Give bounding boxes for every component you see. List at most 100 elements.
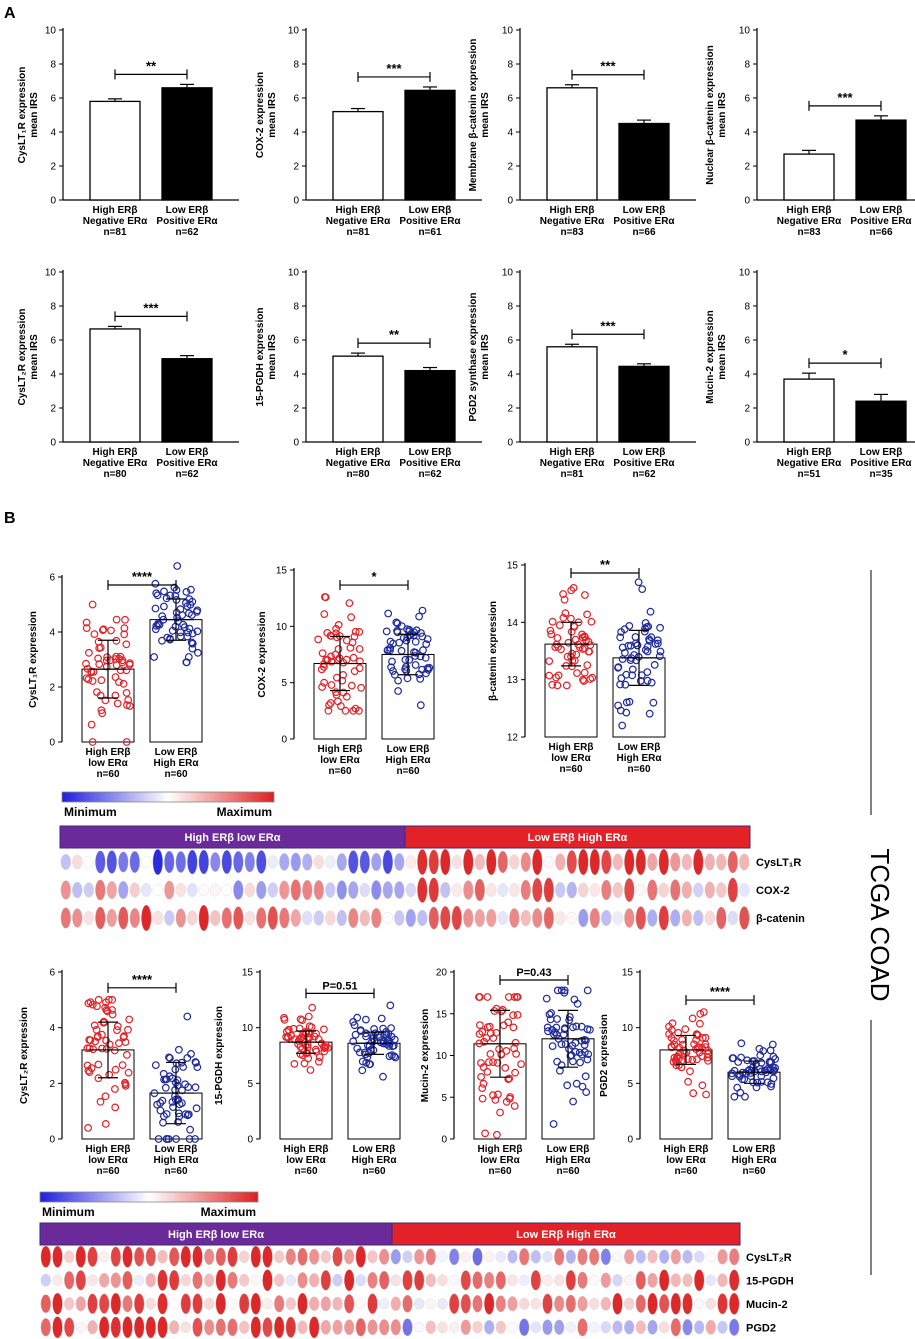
data-point — [583, 661, 592, 669]
data-point — [513, 1011, 522, 1019]
heatmap-cell — [367, 1293, 378, 1315]
y-tick-label: 8 — [507, 302, 513, 313]
y-axis-label: 15-PGDH expression — [214, 1006, 225, 1105]
y-tick-label: 15 — [242, 968, 254, 979]
data-point — [397, 646, 406, 655]
data-point — [411, 637, 420, 646]
chart-3: 0 2 4 6 8 10 Membrane β-catenin expressionmean… — [468, 26, 696, 238]
data-point — [90, 630, 99, 638]
data-point — [319, 660, 328, 669]
data-point — [101, 696, 110, 705]
bar-2 — [161, 358, 213, 443]
data-point — [645, 635, 653, 644]
category-label: High ERβ — [86, 1144, 131, 1155]
heatmap-cell — [554, 1247, 565, 1266]
heatmap-cell — [729, 1248, 740, 1266]
data-point — [504, 993, 513, 1001]
data-point — [353, 1013, 362, 1022]
heatmap-cell — [302, 879, 313, 901]
y-axis-label-line: mean IRS — [29, 92, 40, 138]
y-tick-label: 14 — [507, 618, 519, 629]
data-point — [560, 595, 569, 604]
heatmap-cell — [425, 1298, 436, 1310]
heatmap-cell — [233, 880, 244, 900]
heatmap-cell — [262, 1245, 273, 1268]
data-point — [681, 1025, 690, 1034]
category-label: High ERβ — [787, 205, 832, 216]
data-point — [84, 648, 93, 657]
y-tick-label: 2 — [507, 404, 513, 415]
y-axis-label: COX-2 expressionmean IRS — [255, 72, 278, 158]
data-point — [696, 1019, 704, 1028]
heatmap-cell — [382, 881, 393, 900]
y-axis-label-line: mean IRS — [717, 92, 728, 138]
data-point — [581, 591, 589, 599]
heatmap-cell — [417, 909, 428, 927]
heatmap-cell — [262, 1317, 273, 1338]
heatmap-cell — [600, 1272, 611, 1289]
data-point — [571, 635, 580, 644]
data-point — [122, 738, 131, 746]
y-tick-label: 6 — [744, 94, 750, 105]
heatmap-cell — [180, 1274, 192, 1287]
data-point — [191, 1083, 200, 1092]
y-axis-label: Mucin-2 expressionmean IRS — [705, 310, 728, 403]
heatmap-cell — [670, 1248, 681, 1265]
data-point — [314, 635, 323, 644]
y-tick-label: 10 — [622, 1023, 634, 1034]
data-point — [284, 1033, 292, 1042]
heatmap-cell — [63, 1317, 75, 1338]
heatmap-row-label: PGD2 — [746, 1322, 776, 1334]
category-label: low ERα — [666, 1155, 706, 1166]
data-point — [85, 1044, 94, 1053]
heatmap-cell — [542, 1319, 553, 1336]
y-axis-label-line: CysLT₁R expression — [17, 67, 28, 164]
category-label: n=66 — [869, 227, 893, 238]
heatmap-cell — [325, 910, 336, 926]
heatmap-cell — [221, 883, 233, 897]
heatmap-cell — [414, 1269, 425, 1291]
data-point — [85, 1035, 94, 1044]
heatmap-cell — [98, 1316, 110, 1339]
data-point — [280, 1013, 288, 1022]
heatmap-cell — [519, 1274, 530, 1286]
y-axis-label-line: CysLT₂R expression — [19, 1007, 30, 1104]
heatmap-cell — [507, 1274, 518, 1287]
data-point — [482, 1034, 491, 1042]
heatmap-cell — [565, 1269, 576, 1291]
y-tick-label: 8 — [293, 60, 299, 71]
category-label: n=66 — [632, 227, 656, 238]
legend-bar — [39, 1191, 259, 1203]
data-point — [181, 1080, 190, 1089]
heatmap-cell — [52, 1316, 63, 1339]
data-point — [151, 1061, 160, 1069]
data-point — [105, 1070, 114, 1079]
data-point — [355, 645, 364, 653]
data-point — [557, 986, 566, 995]
heatmap-cell — [717, 1320, 728, 1334]
data-point — [179, 620, 188, 629]
heatmap-cell — [152, 910, 164, 926]
heatmap-cell — [210, 883, 221, 897]
data-point — [315, 1057, 323, 1066]
heatmap-cell — [716, 853, 727, 871]
data-point — [553, 634, 562, 642]
data-point — [187, 611, 196, 619]
heatmap-cell — [682, 1249, 693, 1264]
heatmap-cell — [647, 879, 658, 901]
data-point — [392, 618, 401, 627]
data-point — [191, 1135, 200, 1143]
data-point — [587, 617, 596, 626]
data-point — [156, 1099, 165, 1107]
category-label: low ERα — [320, 755, 360, 766]
data-point — [411, 661, 420, 669]
heatmap-cell — [95, 906, 106, 930]
heatmap-cell — [382, 911, 393, 925]
category-label: low ERα — [88, 758, 128, 769]
data-point — [693, 1055, 701, 1064]
data-point — [382, 627, 391, 636]
heatmap-cell — [72, 854, 83, 870]
data-point — [173, 1076, 182, 1085]
data-point — [561, 609, 570, 618]
heatmap-cell — [95, 850, 106, 874]
